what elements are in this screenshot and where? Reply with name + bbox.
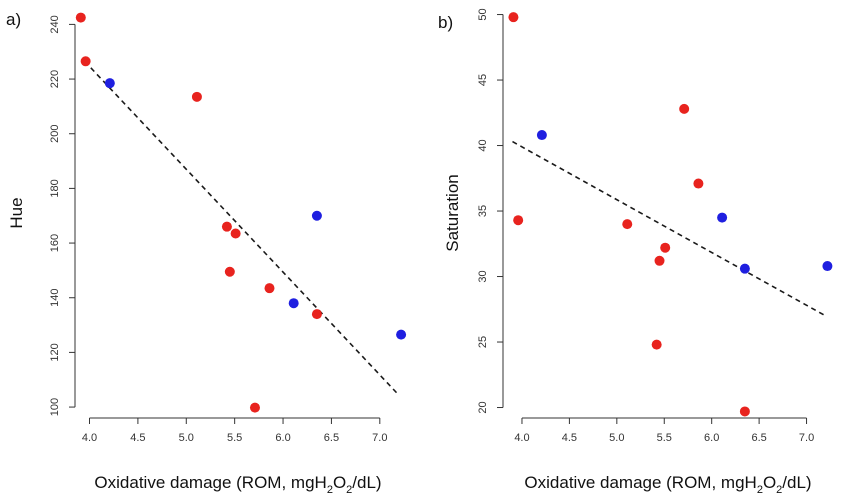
data-point-red [75,12,86,23]
data-point-red [679,103,690,114]
x-tick-label: 5.5 [227,432,242,444]
data-point-red [224,266,235,277]
x-axis-title-text: /dL) [782,473,811,492]
data-point-red [191,91,202,102]
x-axis-title-subscript: 2 [776,484,782,496]
data-point-red [693,178,704,189]
y-tick-label: 140 [49,289,61,307]
data-point-red [654,255,665,266]
y-tick-label: 100 [49,398,61,416]
data-point-red [660,242,671,253]
y-tick-label: 160 [49,234,61,252]
chart-panel-b: 4.0 4.5 5.0 5.5 6.0 6.5 7.0 20 25 30 35 40 45 50 b) Sat… [438,8,833,496]
x-axis-title-text: Oxidative damage (ROM, mgH [94,473,326,492]
data-point-blue [311,210,322,221]
y-tick-label: 50 [477,8,489,20]
x-tick-label: 7.0 [372,432,387,444]
data-point-blue [396,329,407,340]
x-axis-title: Oxidative damage (ROM, mgH2O2/dL) [524,473,811,496]
data-point-red [622,219,633,230]
y-tick-label: 120 [49,343,61,361]
data-point-blue [288,298,299,309]
x-tick-label: 4.5 [130,432,145,444]
x-axis-title-text: Oxidative damage (ROM, mgH [524,473,756,492]
data-point-red [230,228,241,239]
data-point-red [513,215,524,226]
x-tick-label: 6.5 [751,432,766,444]
x-tick-label: 5.0 [179,432,194,444]
y-tick-label: 200 [49,125,61,143]
x-axis-title-text: /dL) [352,473,381,492]
x-tick-label: 7.0 [799,432,814,444]
y-tick-label: 25 [477,336,489,348]
x-tick-label: 6.5 [324,432,339,444]
x-tick-label: 5.5 [657,432,672,444]
data-point-blue [739,263,750,274]
y-axis-title: Saturation [443,174,462,252]
data-point-red [739,406,750,417]
x-tick-label: 6.0 [275,432,290,444]
panel-label: b) [438,13,453,32]
data-point-red [651,339,662,350]
x-tick-label: 5.0 [609,432,624,444]
data-point-red [221,221,232,232]
panel-label: a) [6,10,21,29]
data-point-red [508,12,519,23]
x-axis-title: Oxidative damage (ROM, mgH2O2/dL) [94,473,381,496]
y-axis-title: Hue [7,197,26,228]
data-point-red [80,56,91,67]
y-tick-label: 40 [477,139,489,151]
x-tick-label: 4.5 [562,432,577,444]
chart-panel-a: 4.0 4.5 5.0 5.5 6.0 6.5 7.0 100 120 140 160 180 200 2… [6,10,407,496]
y-tick-label: 180 [49,179,61,197]
x-axis-title-text: O [333,473,346,492]
y-tick-label: 30 [477,270,489,282]
data-point-blue [717,212,728,223]
x-axis-title-subscript: 2 [327,484,333,496]
y-tick-label: 45 [477,74,489,86]
x-axis-title-subscript: 2 [757,484,763,496]
x-tick-label: 4.0 [514,432,529,444]
data-point-blue [536,130,547,141]
trend-line [84,60,398,394]
data-point-blue [822,261,833,272]
y-tick-label: 240 [49,15,61,33]
x-axis-title-text: O [763,473,776,492]
y-tick-label: 35 [477,205,489,217]
trend-line [512,140,826,317]
data-point-red [249,402,260,413]
y-tick-label: 220 [49,70,61,88]
y-tick-label: 20 [477,401,489,413]
data-point-red [264,283,275,294]
x-tick-label: 6.0 [704,432,719,444]
data-point-red [311,309,322,320]
x-tick-label: 4.0 [82,432,97,444]
x-axis-title-subscript: 2 [346,484,352,496]
data-point-blue [104,78,115,89]
